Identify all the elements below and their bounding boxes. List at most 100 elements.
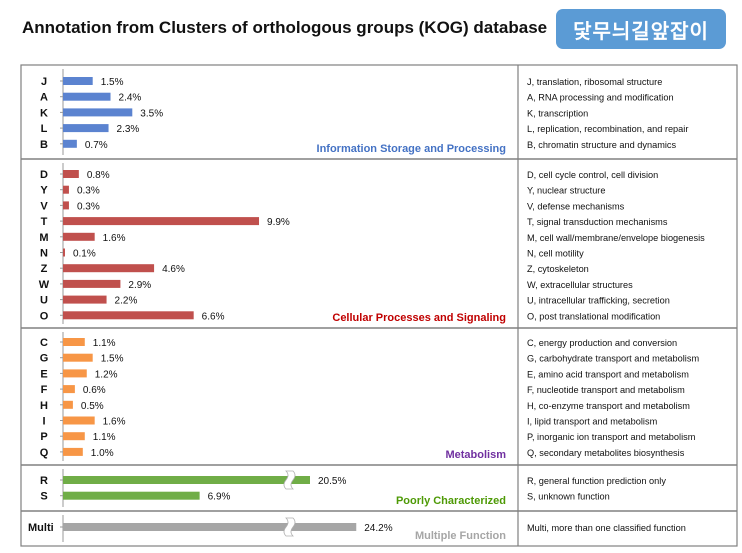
category-label: J — [41, 76, 47, 88]
group-title: Poorly Characterized — [396, 495, 506, 507]
category-label: K — [40, 107, 48, 119]
value-label: 6.6% — [202, 311, 225, 322]
bar-q — [63, 447, 83, 456]
bar-b — [63, 139, 77, 148]
value-label: 0.1% — [73, 249, 96, 260]
category-description: G, carbohydrate transport and metabolism — [527, 354, 699, 364]
bar-k — [63, 108, 133, 117]
value-label: 2.4% — [119, 93, 142, 104]
value-label: 6.9% — [208, 492, 231, 503]
value-label: 1.5% — [101, 77, 124, 88]
bar-c — [63, 338, 85, 346]
value-label: 0.7% — [85, 140, 108, 151]
category-label: T — [41, 216, 48, 228]
category-label: A — [40, 92, 48, 104]
bar-t — [63, 217, 260, 226]
bar-g — [63, 353, 93, 362]
category-description: M, cell wall/membrane/envelope biogenesi… — [527, 233, 705, 243]
bar-v — [63, 201, 69, 210]
bar-j — [63, 77, 93, 85]
value-label: 20.5% — [318, 476, 346, 487]
bar-a — [63, 92, 111, 101]
category-label: G — [40, 353, 49, 365]
bar-multi — [63, 523, 357, 531]
category-label: N — [40, 248, 48, 260]
category-label: F — [41, 384, 48, 396]
bar-w — [63, 279, 121, 288]
value-label: 2.3% — [117, 124, 140, 135]
category-description: Multi, more than one classified function — [527, 523, 686, 533]
category-description: Y, nuclear structure — [527, 186, 605, 196]
value-label: 0.3% — [77, 186, 100, 197]
value-label: 0.8% — [87, 170, 110, 181]
value-label: 4.6% — [162, 264, 185, 275]
chart-title: Annotation from Clusters of orthologous … — [22, 18, 548, 37]
category-description: R, general function prediction only — [527, 476, 666, 486]
chart-frame — [20, 64, 738, 547]
category-label: Y — [40, 185, 48, 197]
category-label: L — [41, 123, 48, 135]
category-description: Q, secondary metabolites biosynthesis — [527, 448, 685, 458]
category-description: O, post translational modification — [527, 311, 660, 321]
category-description: E, amino acid transport and metabolism — [527, 369, 689, 379]
bar-m — [63, 232, 95, 241]
bar-f — [63, 385, 75, 394]
group-title: Multiple Function — [415, 530, 506, 542]
value-label: 0.6% — [83, 385, 106, 396]
category-description: V, defense mechanisms — [527, 201, 625, 211]
axis-break-marker — [283, 470, 296, 490]
category-label: E — [40, 368, 47, 380]
bar-s — [63, 491, 200, 500]
bar-u — [63, 295, 107, 304]
value-label: 1.6% — [103, 417, 126, 428]
category-description: N, cell motility — [527, 249, 584, 259]
value-label: 1.5% — [101, 354, 124, 365]
value-label: 2.9% — [128, 280, 151, 291]
value-label: 1.1% — [93, 432, 116, 443]
category-description: C, energy production and conversion — [527, 338, 677, 348]
group-title: Cellular Processes and Signaling — [332, 312, 506, 324]
category-description: I, lipid transport and metabolism — [527, 417, 658, 427]
category-label: R — [40, 475, 48, 487]
value-label: 24.2% — [364, 523, 392, 534]
bar-y — [63, 185, 69, 194]
category-description: W, extracellular structures — [527, 280, 633, 290]
bar-e — [63, 369, 87, 378]
value-label: 9.9% — [267, 217, 290, 228]
category-description: K, transcription — [527, 108, 588, 118]
category-description: H, co-enzyme transport and metabolism — [527, 401, 690, 411]
bar-h — [63, 400, 73, 409]
category-label: Q — [40, 447, 49, 459]
category-label: B — [40, 139, 48, 151]
bar-p — [63, 432, 85, 441]
category-label: M — [39, 232, 48, 244]
category-description: S, unknown function — [527, 492, 610, 502]
value-label: 0.5% — [81, 401, 104, 412]
category-label: D — [40, 169, 48, 181]
value-label: 1.1% — [93, 338, 116, 349]
category-label: W — [39, 279, 50, 291]
group-title: Metabolism — [445, 449, 506, 461]
value-label: 1.2% — [95, 369, 118, 380]
category-description: T, signal transduction mechanisms — [527, 217, 668, 227]
category-label: Z — [41, 263, 48, 275]
category-label: U — [40, 295, 48, 307]
category-description: U, intracellular trafficking, secretion — [527, 296, 670, 306]
value-label: 1.6% — [103, 233, 126, 244]
category-label: S — [40, 491, 47, 503]
category-label: I — [42, 416, 45, 428]
category-description: J, translation, ribosomal structure — [527, 77, 662, 87]
bar-z — [63, 264, 155, 273]
category-label: V — [40, 200, 48, 212]
bar-l — [63, 124, 109, 133]
value-label: 3.5% — [140, 108, 163, 119]
category-description: F, nucleotide transport and metabolism — [527, 385, 685, 395]
category-label: P — [40, 431, 47, 443]
category-description: P, inorganic ion transport and metabolis… — [527, 432, 696, 442]
bar-r — [63, 476, 310, 484]
category-label: H — [40, 400, 48, 412]
category-label: O — [40, 310, 49, 322]
axis-break-marker — [283, 517, 296, 537]
group-title: Information Storage and Processing — [317, 143, 506, 155]
